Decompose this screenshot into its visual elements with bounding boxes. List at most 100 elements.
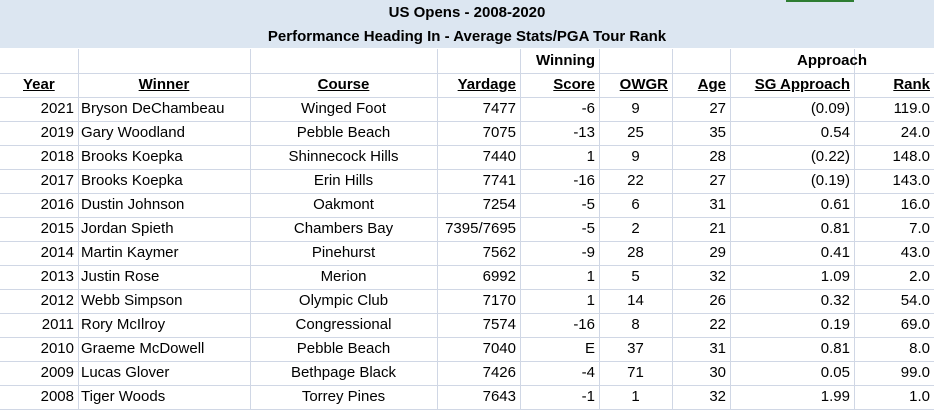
cell-rank[interactable]: 24.0 — [900, 124, 930, 141]
cell-sg[interactable]: (0.22) — [810, 148, 850, 165]
cell-owgr[interactable]: 9 — [631, 148, 640, 165]
cell-year[interactable]: 2019 — [40, 124, 74, 141]
cell-rank[interactable]: 54.0 — [900, 292, 930, 309]
cell-owgr[interactable]: 1 — [631, 388, 640, 405]
cell-course[interactable]: Shinnecock Hills — [288, 148, 399, 165]
cell-score[interactable]: -16 — [573, 172, 595, 189]
cell-yardage[interactable]: 7426 — [482, 364, 516, 381]
col-year[interactable]: Year — [23, 76, 55, 93]
cell-age[interactable]: 22 — [709, 316, 726, 333]
cell-yardage[interactable]: 7040 — [482, 340, 516, 357]
cell-owgr[interactable]: 9 — [631, 100, 640, 117]
cell-sg[interactable]: 0.54 — [820, 124, 850, 141]
cell-owgr[interactable]: 14 — [627, 292, 644, 309]
cell-course[interactable]: Chambers Bay — [293, 220, 394, 237]
cell-course[interactable]: Olympic Club — [298, 292, 389, 309]
cell-age[interactable]: 21 — [709, 220, 726, 237]
cell-score[interactable]: -5 — [581, 196, 595, 213]
cell-sg[interactable]: 0.19 — [820, 316, 850, 333]
cell-winner[interactable]: Webb Simpson — [81, 292, 183, 309]
cell-winner[interactable]: Martin Kaymer — [81, 244, 179, 261]
cell-year[interactable]: 2014 — [40, 244, 74, 261]
cell-age[interactable]: 35 — [709, 124, 726, 141]
cell-course[interactable]: Bethpage Black — [290, 364, 397, 381]
col-winner[interactable]: Winner — [138, 76, 190, 93]
cell-winner[interactable]: Lucas Glover — [81, 364, 170, 381]
cell-rank[interactable]: 8.0 — [909, 340, 930, 357]
cell-course[interactable]: Merion — [320, 268, 367, 285]
cell-year[interactable]: 2009 — [40, 364, 74, 381]
cell-course[interactable]: Erin Hills — [313, 172, 374, 189]
cell-yardage[interactable]: 7741 — [482, 172, 516, 189]
cell-sg[interactable]: 0.32 — [820, 292, 850, 309]
cell-score[interactable]: E — [584, 340, 595, 357]
cell-age[interactable]: 27 — [709, 172, 726, 189]
cell-year[interactable]: 2010 — [40, 340, 74, 357]
cell-course[interactable]: Winged Foot — [300, 100, 387, 117]
col-owgr[interactable]: OWGR — [619, 76, 668, 93]
cell-course[interactable]: Pebble Beach — [296, 124, 391, 141]
cell-rank[interactable]: 16.0 — [900, 196, 930, 213]
cell-rank[interactable]: 69.0 — [900, 316, 930, 333]
cell-course[interactable]: Oakmont — [313, 196, 374, 213]
cell-winner[interactable]: Rory McIlroy — [81, 316, 166, 333]
cell-course[interactable]: Congressional — [295, 316, 392, 333]
cell-owgr[interactable]: 28 — [627, 244, 644, 261]
cell-sg[interactable]: 0.41 — [820, 244, 850, 261]
cell-sg[interactable]: (0.09) — [810, 100, 850, 117]
cell-sg[interactable]: 1.99 — [820, 388, 850, 405]
col-score[interactable]: Score — [553, 76, 595, 93]
cell-sg[interactable]: 0.81 — [820, 340, 850, 357]
cell-age[interactable]: 31 — [709, 340, 726, 357]
cell-yardage[interactable]: 7170 — [482, 292, 516, 309]
cell-winner[interactable]: Bryson DeChambeau — [81, 100, 225, 117]
cell-year[interactable]: 2016 — [40, 196, 74, 213]
cell-sg[interactable]: 0.61 — [820, 196, 850, 213]
cell-sg[interactable]: 0.05 — [820, 364, 850, 381]
cell-year[interactable]: 2018 — [40, 148, 74, 165]
cell-winner[interactable]: Tiger Woods — [81, 388, 166, 405]
cell-winner[interactable]: Justin Rose — [81, 268, 160, 285]
cell-rank[interactable]: 43.0 — [900, 244, 930, 261]
cell-yardage[interactable]: 7075 — [482, 124, 516, 141]
cell-year[interactable]: 2021 — [40, 100, 74, 117]
cell-age[interactable]: 31 — [709, 196, 726, 213]
cell-yardage[interactable]: 7440 — [482, 148, 516, 165]
cell-course[interactable]: Pinehurst — [311, 244, 376, 261]
col-course[interactable]: Course — [317, 76, 370, 93]
cell-score[interactable]: 1 — [586, 292, 595, 309]
cell-rank[interactable]: 7.0 — [909, 220, 930, 237]
cell-age[interactable]: 30 — [709, 364, 726, 381]
cell-winner[interactable]: Dustin Johnson — [81, 196, 185, 213]
cell-score[interactable]: -1 — [581, 388, 595, 405]
cell-score[interactable]: -13 — [573, 124, 595, 141]
cell-winner[interactable]: Gary Woodland — [81, 124, 185, 141]
cell-age[interactable]: 26 — [709, 292, 726, 309]
cell-owgr[interactable]: 6 — [631, 196, 640, 213]
cell-sg[interactable]: 1.09 — [820, 268, 850, 285]
cell-owgr[interactable]: 8 — [631, 316, 640, 333]
cell-rank[interactable]: 2.0 — [909, 268, 930, 285]
cell-rank[interactable]: 143.0 — [892, 172, 930, 189]
cell-score[interactable]: -5 — [581, 220, 595, 237]
cell-yardage[interactable]: 7477 — [482, 100, 516, 117]
cell-score[interactable]: 1 — [586, 148, 595, 165]
cell-year[interactable]: 2008 — [40, 388, 74, 405]
cell-rank[interactable]: 1.0 — [909, 388, 930, 405]
cell-winner[interactable]: Jordan Spieth — [81, 220, 174, 237]
cell-yardage[interactable]: 6992 — [482, 268, 516, 285]
cell-sg[interactable]: (0.19) — [810, 172, 850, 189]
cell-year[interactable]: 2015 — [40, 220, 74, 237]
cell-year[interactable]: 2013 — [40, 268, 74, 285]
cell-owgr[interactable]: 5 — [631, 268, 640, 285]
cell-course[interactable]: Torrey Pines — [301, 388, 386, 405]
cell-sg[interactable]: 0.81 — [820, 220, 850, 237]
cell-owgr[interactable]: 2 — [631, 220, 640, 237]
cell-age[interactable]: 27 — [709, 100, 726, 117]
cell-yardage[interactable]: 7643 — [482, 388, 516, 405]
cell-score[interactable]: 1 — [586, 268, 595, 285]
cell-yardage[interactable]: 7574 — [482, 316, 516, 333]
cell-yardage[interactable]: 7395/7695 — [445, 220, 516, 237]
cell-score[interactable]: -4 — [581, 364, 595, 381]
cell-year[interactable]: 2011 — [41, 316, 74, 333]
